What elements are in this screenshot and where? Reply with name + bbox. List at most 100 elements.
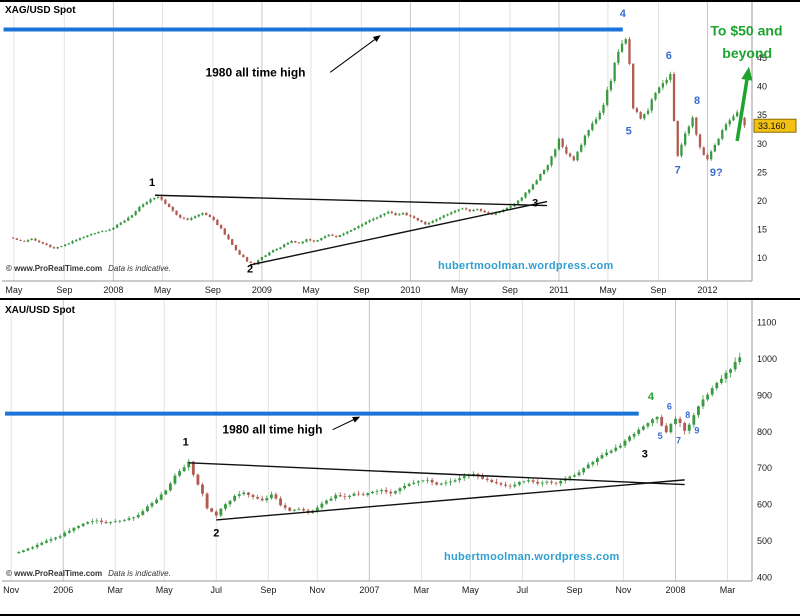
svg-text:May: May [462,585,480,595]
svg-text:May: May [451,285,469,295]
wave-6: 6 [667,401,672,411]
svg-text:Mar: Mar [720,585,736,595]
svg-text:May: May [154,285,172,295]
svg-text:Sep: Sep [205,285,221,295]
triangle-trendlines [188,462,685,521]
target-line1: To $50 and [710,23,782,39]
svg-text:1000: 1000 [757,354,777,364]
wave-8: 8 [685,410,690,420]
svg-text:2008: 2008 [665,585,685,595]
svg-text:15: 15 [757,225,767,235]
candles-layer [17,352,742,555]
silver-chart-title: XAG/USD Spot [5,5,76,16]
target-arrow [735,79,749,142]
last-price-tag: 33.160 [753,118,797,133]
svg-text:2009: 2009 [252,285,272,295]
svg-text:2006: 2006 [53,585,73,595]
wave-1: 1 [149,177,155,189]
svg-text:33.160: 33.160 [758,121,786,131]
wave-5: 5 [626,126,632,138]
note-1980: 1980 all time high [222,423,322,437]
axis-labels: Nov 2006 Mar May Jul Sep Nov 2007 Mar May Jul Sep No… [3,318,777,595]
svg-text:Jul: Jul [517,585,529,595]
wave-6: 6 [666,50,672,62]
svg-text:1100: 1100 [757,318,776,328]
wave-7: 7 [675,165,681,177]
svg-text:2010: 2010 [400,285,420,295]
svg-text:May: May [599,285,617,295]
wave-7: 7 [676,435,681,445]
svg-text:20: 20 [757,196,767,206]
silver-chart-canvas: May Sep 2008 May Sep 2009 May Sep 2010 May Sep 2011… [2,2,797,295]
silver-chart-panel: May Sep 2008 May Sep 2009 May Sep 2010 May Sep 2011… [0,2,800,300]
svg-text:Sep: Sep [650,285,666,295]
svg-text:Nov: Nov [3,585,20,595]
silver-copyright: © www.ProRealTime.com Data is indicative. [6,264,171,273]
svg-text:Nov: Nov [309,585,326,595]
svg-text:900: 900 [757,390,772,400]
wave-4: 4 [620,8,627,20]
wave-9: 9? [710,167,723,179]
prorealtime-credit: © www.ProRealTime.com [6,264,103,273]
note-arrow [332,419,354,431]
svg-text:Sep: Sep [353,285,369,295]
indicative-note: Data is indicative. [108,264,171,273]
target-line2: beyond [722,45,772,61]
svg-text:May: May [302,285,320,295]
wave-5: 5 [658,431,663,441]
grid-layer [2,300,753,582]
svg-text:Sep: Sep [56,285,72,295]
wave-1: 1 [183,437,189,449]
arrows-layer [332,416,361,431]
svg-text:Sep: Sep [502,285,518,295]
svg-text:May: May [5,285,23,295]
wave-3: 3 [642,448,648,460]
svg-text:May: May [156,585,174,595]
axis-labels: May Sep 2008 May Sep 2009 May Sep 2010 May Sep 2011… [5,53,767,295]
indicative-note: Data is indicative. [108,569,171,578]
svg-text:30: 30 [757,139,767,149]
wave-2: 2 [247,263,253,275]
wave-4: 4 [648,391,655,403]
svg-text:2008: 2008 [103,285,123,295]
svg-text:400: 400 [757,572,772,582]
note-1980: 1980 all time high [205,65,305,79]
svg-text:2012: 2012 [697,285,717,295]
annotation-labels: 1980 all time high 1 2 3 4 5 6 7 89 [183,391,700,540]
gold-watermark: hubertmoolman.wordpress.com [444,551,620,563]
wave-3: 3 [532,198,538,210]
wave-8: 8 [694,95,700,107]
triangle-trendlines [154,194,548,266]
svg-text:Jul: Jul [211,585,223,595]
gold-copyright: © www.ProRealTime.com Data is indicative. [6,569,171,578]
svg-text:Sep: Sep [260,585,276,595]
svg-text:45: 45 [757,53,767,63]
svg-text:35: 35 [757,110,767,120]
svg-text:600: 600 [757,500,772,510]
svg-text:Nov: Nov [615,585,632,595]
svg-text:Mar: Mar [108,585,124,595]
svg-text:2011: 2011 [549,285,568,295]
grid-layer [2,2,753,282]
silver-watermark: hubertmoolman.wordpress.com [438,260,614,272]
candles-layer [11,37,746,266]
svg-text:700: 700 [757,463,772,473]
gold-chart-title: XAU/USD Spot [5,305,75,316]
svg-text:2007: 2007 [359,585,379,595]
svg-text:10: 10 [757,253,767,263]
prorealtime-credit: © www.ProRealTime.com [6,569,103,578]
wave-9: 9 [694,426,699,436]
wave-2: 2 [213,528,219,540]
svg-text:40: 40 [757,82,767,92]
svg-text:Sep: Sep [566,585,582,595]
gold-chart-canvas: Nov 2006 Mar May Jul Sep Nov 2007 Mar May Jul Sep No… [2,300,777,595]
svg-text:25: 25 [757,167,767,177]
note-arrow [329,39,376,73]
gold-chart-panel: Nov 2006 Mar May Jul Sep Nov 2007 Mar May Jul Sep No… [0,300,800,614]
svg-text:500: 500 [757,536,772,546]
svg-text:800: 800 [757,427,772,437]
arrows-layer [329,35,753,142]
svg-text:Mar: Mar [414,585,430,595]
